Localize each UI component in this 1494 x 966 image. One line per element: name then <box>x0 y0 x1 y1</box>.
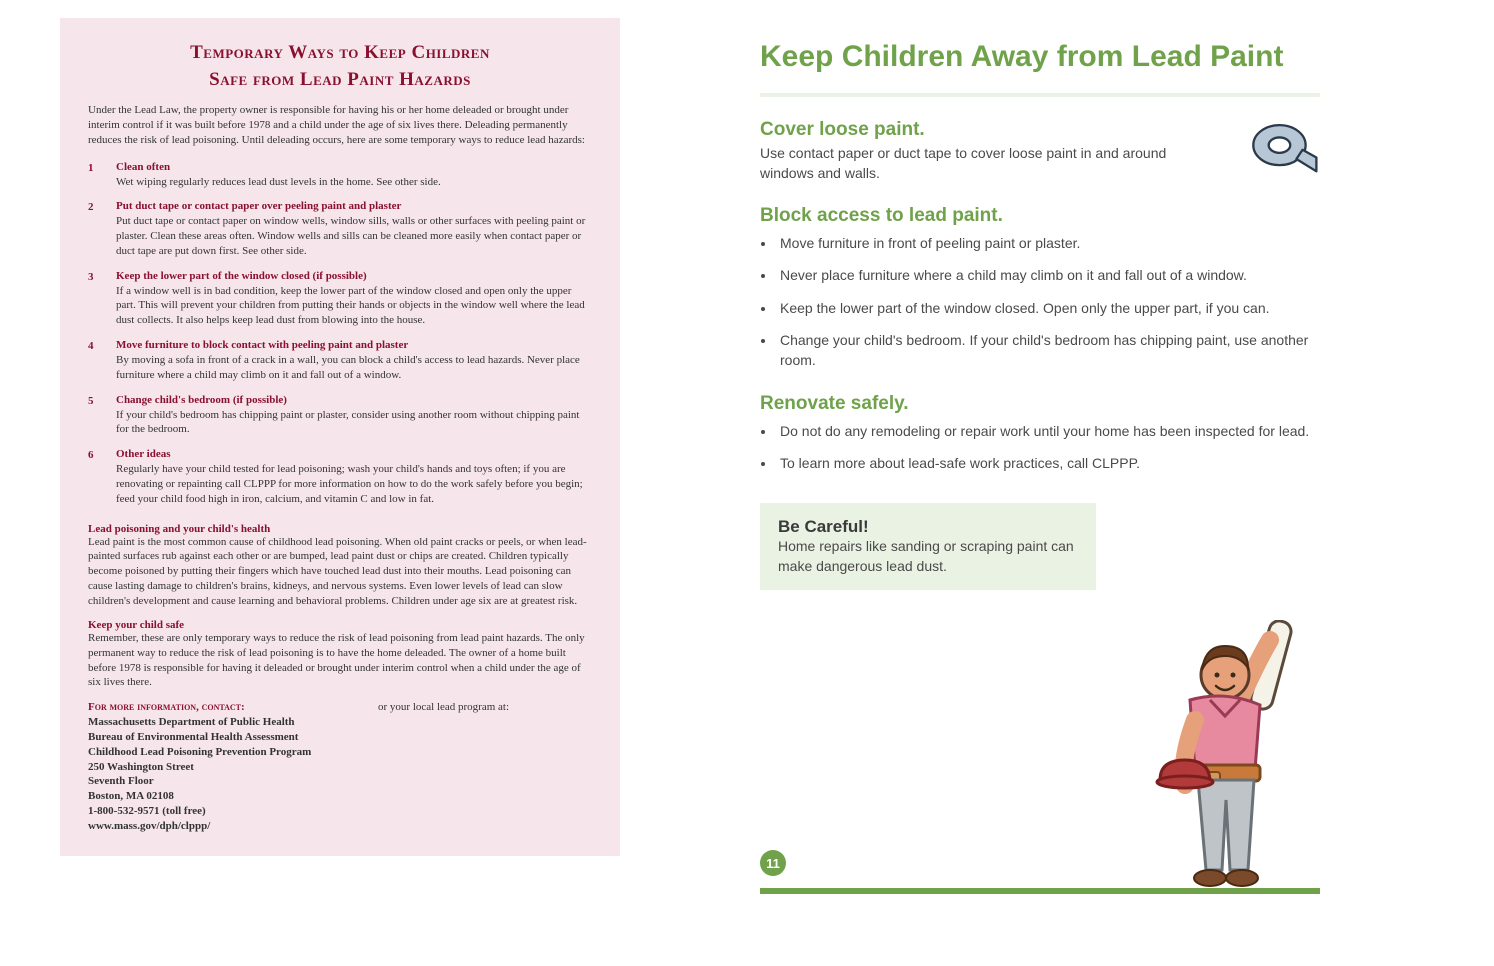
contact-block: For more information, contact: or your l… <box>88 700 592 834</box>
health-paragraph: Lead paint is the most common cause of c… <box>88 535 592 609</box>
pink-panel: Temporary Ways to Keep Children Safe fro… <box>60 18 620 856</box>
contact-line: 250 Washington Street <box>88 761 194 773</box>
title-line-1: Temporary Ways to Keep Children <box>88 40 592 67</box>
bullet-list: Move furniture in front of peeling paint… <box>760 233 1320 370</box>
contact-head: For more information, contact: <box>88 701 245 713</box>
item-head: Put duct tape or contact paper over peel… <box>116 200 401 212</box>
safe-paragraph: Remember, these are only temporary ways … <box>88 631 592 690</box>
bullet-list: Do not do any remodeling or repair work … <box>760 421 1320 474</box>
item-body: If a window well is in bad condition, ke… <box>116 285 585 327</box>
bullet-item: To learn more about lead-safe work pract… <box>776 453 1320 473</box>
item-head: Keep the lower part of the window closed… <box>116 270 367 282</box>
tape-roll-icon <box>1242 119 1320 179</box>
section-head: Cover loose paint. <box>760 119 1222 141</box>
section-block: Block access to lead paint. Move furnitu… <box>760 205 1320 370</box>
contact-line: Childhood Lead Poisoning Prevention Prog… <box>88 746 311 758</box>
section-head: Block access to lead paint. <box>760 205 1320 227</box>
item-number: 2 <box>88 199 116 268</box>
item-body: Put duct tape or contact paper on window… <box>116 215 585 257</box>
list-item: 2 Put duct tape or contact paper over pe… <box>88 199 592 268</box>
page-spread: Temporary Ways to Keep Children Safe fro… <box>0 0 1494 966</box>
list-item: 6 Other ideas Regularly have your child … <box>88 447 592 516</box>
contact-line: Seventh Floor <box>88 775 154 787</box>
list-item: 3 Keep the lower part of the window clos… <box>88 269 592 338</box>
item-head: Other ideas <box>116 448 171 460</box>
left-title: Temporary Ways to Keep Children Safe fro… <box>88 40 592 93</box>
right-title: Keep Children Away from Lead Paint <box>760 40 1320 75</box>
safe-subhead: Keep your child safe <box>88 619 592 631</box>
local-lead-text: or your local lead program at: <box>378 700 509 715</box>
numbered-list: 1 Clean often Wet wiping regularly reduc… <box>88 160 592 517</box>
contact-line: www.mass.gov/dph/clppp/ <box>88 820 210 832</box>
left-page: Temporary Ways to Keep Children Safe fro… <box>60 18 680 966</box>
right-page: Keep Children Away from Lead Paint Cover… <box>760 40 1320 590</box>
bullet-item: Move furniture in front of peeling paint… <box>776 233 1320 253</box>
item-number: 3 <box>88 269 116 338</box>
bullet-item: Never place furniture where a child may … <box>776 265 1320 285</box>
item-number: 6 <box>88 447 116 516</box>
section-head: Renovate safely. <box>760 393 1320 415</box>
intro-paragraph: Under the Lead Law, the property owner i… <box>88 103 592 148</box>
be-careful-callout: Be Careful! Home repairs like sanding or… <box>760 503 1096 590</box>
section-renovate: Renovate safely. Do not do any remodelin… <box>760 393 1320 474</box>
item-body: If your child's bedroom has chipping pai… <box>116 409 579 436</box>
item-body: Wet wiping regularly reduces lead dust l… <box>116 176 441 188</box>
item-number: 4 <box>88 338 116 393</box>
bottom-divider-bar <box>760 888 1320 894</box>
item-number: 1 <box>88 160 116 200</box>
item-body: By moving a sofa in front of a crack in … <box>116 354 580 381</box>
bullet-item: Do not do any remodeling or repair work … <box>776 421 1320 441</box>
section-cover: Cover loose paint. Use contact paper or … <box>760 119 1320 184</box>
list-item: 1 Clean often Wet wiping regularly reduc… <box>88 160 592 200</box>
item-head: Move furniture to block contact with pee… <box>116 339 408 351</box>
careful-body: Home repairs like sanding or scraping pa… <box>778 537 1078 576</box>
contact-line: 1-800-532-9571 (toll free) <box>88 805 206 817</box>
item-number: 5 <box>88 393 116 448</box>
title-line-2: Safe from Lead Paint Hazards <box>88 67 592 94</box>
section-body: Use contact paper or duct tape to cover … <box>760 143 1222 184</box>
item-head: Change child's bedroom (if possible) <box>116 394 287 406</box>
bullet-item: Keep the lower part of the window closed… <box>776 298 1320 318</box>
contact-line: Bureau of Environmental Health Assessmen… <box>88 731 298 743</box>
contact-line: Massachusetts Department of Public Healt… <box>88 716 295 728</box>
list-item: 4 Move furniture to block contact with p… <box>88 338 592 393</box>
bullet-item: Change your child's bedroom. If your chi… <box>776 330 1320 371</box>
page-number-badge: 11 <box>760 850 786 876</box>
list-item: 5 Change child's bedroom (if possible) I… <box>88 393 592 448</box>
item-body: Regularly have your child tested for lea… <box>116 463 583 505</box>
careful-head: Be Careful! <box>778 517 1078 537</box>
item-head: Clean often <box>116 161 170 173</box>
divider-bar <box>760 93 1320 97</box>
worker-illustration-icon <box>1130 620 1320 890</box>
contact-line: Boston, MA 02108 <box>88 790 174 802</box>
health-subhead: Lead poisoning and your child's health <box>88 523 592 535</box>
